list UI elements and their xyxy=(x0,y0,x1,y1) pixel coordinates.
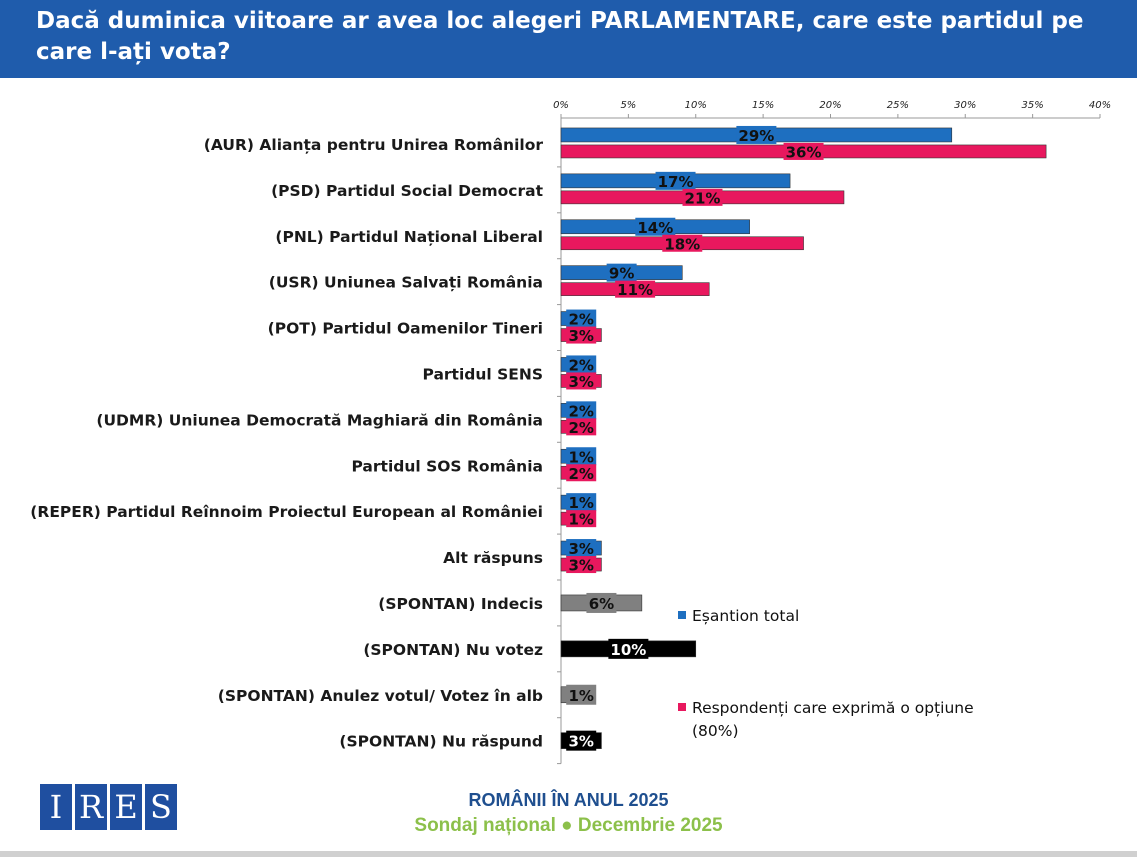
footer-line1: ROMÂNII ÎN ANUL 2025 xyxy=(468,790,669,810)
bar-esantion-total-label-bg xyxy=(566,401,597,420)
bar-esantion-total-label-bg xyxy=(566,355,597,374)
bar-esantion-total-label: 14% xyxy=(637,219,673,237)
bar-respondenti-optiune-label: 11% xyxy=(617,281,653,299)
bar-respondenti-optiune-label: 3% xyxy=(568,327,593,345)
legend-label-suffix: (80%) xyxy=(692,722,739,740)
bar-respondenti-optiune-label: 36% xyxy=(786,143,822,161)
bar-esantion-total-label: 1% xyxy=(568,448,593,466)
category-label: (POT) Partidul Oamenilor Tineri xyxy=(268,320,543,338)
bar-esantion-total-label: 2% xyxy=(568,356,593,374)
x-tick-label: 20% xyxy=(819,100,841,111)
bar-spontan-label-bg xyxy=(566,730,597,751)
bar-respondenti-optiune-label-bg xyxy=(783,142,824,160)
footer-divider xyxy=(0,851,1137,857)
bar-respondenti-optiune-label-bg xyxy=(566,326,597,344)
category-label: (PSD) Partidul Social Democrat xyxy=(271,182,544,200)
legend-label: Respondenți care exprimă o opțiune xyxy=(692,699,974,717)
bar-respondenti-optiune-label-bg xyxy=(662,234,703,252)
x-tick-label: 25% xyxy=(887,100,909,111)
bar-esantion-total-label-bg xyxy=(566,493,597,512)
bar-esantion-total-label: 9% xyxy=(609,265,634,283)
bar-respondenti-optiune-label: 18% xyxy=(664,235,700,253)
bar-spontan-label-bg xyxy=(566,684,597,705)
category-label: (SPONTAN) Anulez votul/ Votez în alb xyxy=(218,687,543,705)
legend-label: Eșantion total xyxy=(692,607,799,625)
bar-esantion-total-label: 2% xyxy=(568,311,593,329)
x-tick-label: 5% xyxy=(620,100,636,111)
bar-esantion-total-label-bg xyxy=(566,539,597,558)
chart-title: Dacă duminica viitoare ar avea loc alege… xyxy=(36,8,1084,65)
x-tick-label: 0% xyxy=(553,100,569,111)
bar-respondenti-optiune-label-bg xyxy=(566,372,597,390)
bar-spontan-label-bg xyxy=(586,592,617,613)
bar-spontan-label: 3% xyxy=(568,733,593,751)
bar-esantion-total-label: 17% xyxy=(658,173,694,191)
bar-esantion-total-label-bg xyxy=(606,263,637,282)
category-label: Partidul SENS xyxy=(423,365,544,383)
title-bar: Dacă duminica viitoare ar avea loc alege… xyxy=(0,0,1137,78)
bar-esantion-total-label-bg xyxy=(655,171,696,190)
x-tick-label: 10% xyxy=(685,100,707,111)
bar-esantion-total-label: 2% xyxy=(568,402,593,420)
category-label: (PNL) Partidul Național Liberal xyxy=(275,228,543,246)
bar-spontan-label: 6% xyxy=(589,595,614,613)
bar-respondenti-optiune-label: 3% xyxy=(568,373,593,391)
category-label: (AUR) Alianța pentru Unirea Românilor xyxy=(204,136,544,154)
bar-esantion-total-label-bg xyxy=(566,447,597,466)
category-label: (REPER) Partidul Reînnoim Proiectul Euro… xyxy=(30,503,543,521)
bar-respondenti-optiune-label: 21% xyxy=(685,189,721,207)
x-tick-label: 15% xyxy=(752,100,774,111)
legend-swatch xyxy=(678,611,686,619)
category-label: Alt răspuns xyxy=(443,549,543,567)
x-tick-label: 40% xyxy=(1089,100,1111,111)
category-label: (SPONTAN) Indecis xyxy=(378,595,543,613)
bar-esantion-total-label: 3% xyxy=(568,540,593,558)
bar-spontan-label: 1% xyxy=(568,687,593,705)
bar-esantion-total-label-bg xyxy=(736,125,777,144)
x-tick-label: 30% xyxy=(954,100,976,111)
x-tick-label: 35% xyxy=(1022,100,1044,111)
bar-respondenti-optiune-label-bg xyxy=(566,418,597,436)
category-label: Partidul SOS România xyxy=(351,457,543,475)
bar-respondenti-optiune-label: 3% xyxy=(568,557,593,575)
footer-line2: Sondaj național ● Decembrie 2025 xyxy=(414,815,723,836)
bar-esantion-total-label: 29% xyxy=(738,127,774,145)
bar-respondenti-optiune-label-bg xyxy=(615,280,656,298)
category-label: (USR) Uniunea Salvați România xyxy=(269,274,543,292)
bar-respondenti-optiune-label-bg xyxy=(566,556,597,574)
bar-respondenti-optiune-label-bg xyxy=(566,464,597,482)
bar-esantion-total-label-bg xyxy=(635,217,676,236)
bar-spontan-label-bg xyxy=(608,638,649,659)
category-label: (UDMR) Uniunea Democrată Maghiară din Ro… xyxy=(96,411,543,429)
bar-spontan-label: 10% xyxy=(610,641,646,659)
legend-swatch xyxy=(678,703,686,711)
bar-respondenti-optiune-label-bg xyxy=(566,510,597,528)
bar-respondenti-optiune-label: 2% xyxy=(568,465,593,483)
bar-esantion-total-label-bg xyxy=(566,309,597,328)
bar-respondenti-optiune-label: 1% xyxy=(568,511,593,529)
bar-respondenti-optiune-label-bg xyxy=(682,188,723,206)
category-label: (SPONTAN) Nu răspund xyxy=(339,733,543,751)
bar-esantion-total-label: 1% xyxy=(568,494,593,512)
bar-respondenti-optiune-label: 2% xyxy=(568,419,593,437)
category-label: (SPONTAN) Nu votez xyxy=(363,641,543,659)
